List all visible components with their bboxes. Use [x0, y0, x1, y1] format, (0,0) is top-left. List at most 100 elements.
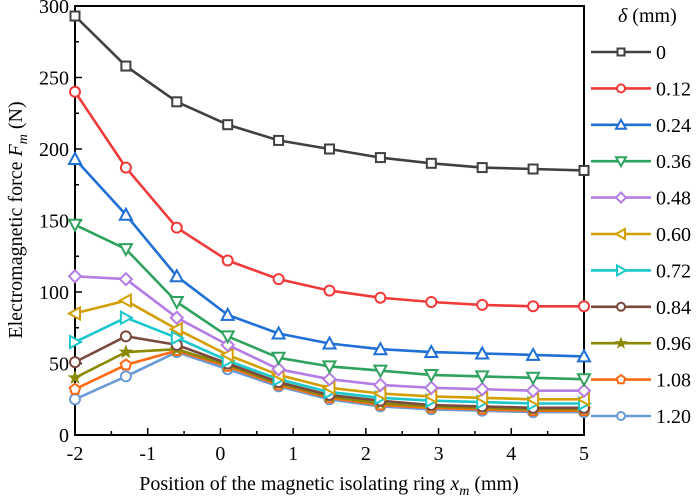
data-point [69, 334, 84, 350]
x-tick-label: 0 [215, 443, 225, 465]
data-point [476, 298, 489, 311]
x-tick-label: -2 [67, 443, 84, 465]
data-point [372, 341, 389, 356]
series-0-48 [67, 268, 592, 399]
data-point [525, 346, 541, 361]
data-point [423, 368, 439, 384]
data-point [222, 119, 234, 131]
legend-title-var: δ [618, 5, 628, 27]
data-point [423, 380, 439, 396]
x-tick-label: 3 [434, 443, 444, 465]
data-point [220, 337, 236, 353]
legend-label: 0.96 [656, 333, 691, 355]
y-tick-label: 0 [59, 425, 69, 447]
data-point [270, 351, 287, 366]
legend-item: 0.72 [591, 260, 691, 282]
data-point [372, 377, 388, 393]
data-point [525, 383, 541, 399]
data-point [474, 370, 490, 385]
data-point [67, 268, 83, 284]
series-0 [69, 10, 590, 176]
legend-item: 0.84 [591, 297, 691, 319]
y-axis-title: Electromagnetic force Fm (N) [5, 101, 31, 338]
data-point [425, 296, 438, 309]
legend-item: 0 [591, 42, 666, 64]
legend-label: 0.24 [656, 115, 691, 137]
legend-item: 1.08 [591, 370, 691, 392]
data-point [117, 292, 132, 309]
y-tick-label: 250 [39, 68, 69, 90]
y-axis-ticks: 0 50 100 150 200 250 300 [39, 0, 82, 447]
x-axis-ticks: -2 -1 0 1 2 3 4 5 [67, 428, 589, 465]
legend-label: 0.12 [656, 78, 691, 100]
legend-item: 0.36 [591, 151, 691, 173]
data-point [578, 300, 590, 313]
legend-label: 0.84 [656, 297, 691, 319]
x-tick-label: -1 [139, 443, 156, 465]
data-point [119, 358, 133, 371]
legend-marker [616, 47, 626, 57]
legend-label: 0.72 [656, 260, 691, 282]
data-point [527, 300, 540, 313]
data-point [525, 371, 541, 386]
data-point [474, 381, 490, 397]
data-point [576, 348, 592, 363]
data-point [170, 221, 183, 234]
data-point [476, 162, 488, 174]
legend-item: 0.60 [591, 224, 691, 246]
data-point [119, 330, 132, 343]
y-tick-label: 100 [39, 282, 69, 304]
data-point [219, 347, 234, 363]
x-axis-title-suffix: (mm) [469, 473, 518, 495]
data-point [321, 360, 338, 375]
data-point [69, 393, 81, 406]
data-point [474, 345, 490, 360]
x-tick-label: 2 [361, 443, 371, 465]
y-axis-title-var: F [5, 143, 27, 157]
legend-item: 0.96 [591, 333, 691, 355]
legend-label: 0.48 [656, 188, 691, 210]
legend-item: 0.24 [591, 115, 691, 137]
y-axis-title-sub: m [16, 134, 31, 144]
y-axis-title-suffix: (N) [5, 101, 27, 134]
data-point [270, 325, 287, 340]
data-point [321, 335, 338, 350]
legend-label: 1.08 [656, 370, 691, 392]
legend-marker [616, 301, 626, 312]
data-point [69, 356, 81, 369]
legend-item: 0.12 [591, 78, 691, 100]
data-point [272, 273, 285, 286]
data-point [578, 164, 590, 176]
x-axis-title-var: x [449, 473, 459, 495]
data-point [69, 10, 81, 22]
x-tick-label: 1 [288, 443, 298, 465]
legend-label: 1.20 [656, 406, 691, 428]
y-tick-label: 50 [49, 354, 69, 376]
series-0-12 [69, 85, 590, 313]
legend-marker [614, 336, 628, 349]
legend: δ (mm) 0 0.12 0.24 0.36 0.48 0.60 0.72 0.84 0.96… [591, 5, 691, 428]
data-point [220, 330, 236, 345]
x-axis-title: Position of the magnetic isolating ring … [139, 473, 519, 498]
data-point [220, 306, 236, 321]
y-axis-title-prefix: Electromagnetic force [5, 156, 27, 338]
data-point [527, 163, 539, 175]
series-0-24 [67, 150, 592, 363]
legend-title-suffix: (mm) [627, 5, 676, 27]
data-point [67, 218, 83, 233]
data-point [169, 268, 185, 283]
series-layer [66, 10, 593, 419]
legend-marker [614, 156, 628, 169]
data-point [425, 157, 437, 169]
data-point [119, 161, 132, 174]
data-point [423, 343, 439, 359]
data-point [576, 383, 592, 399]
y-tick-label: 300 [39, 0, 69, 18]
series-0-60 [66, 292, 590, 407]
legend-marker [616, 83, 626, 94]
series-0-36 [67, 218, 592, 388]
data-point [69, 85, 81, 98]
data-point [221, 254, 234, 267]
x-axis-title-sub: m [459, 484, 469, 498]
